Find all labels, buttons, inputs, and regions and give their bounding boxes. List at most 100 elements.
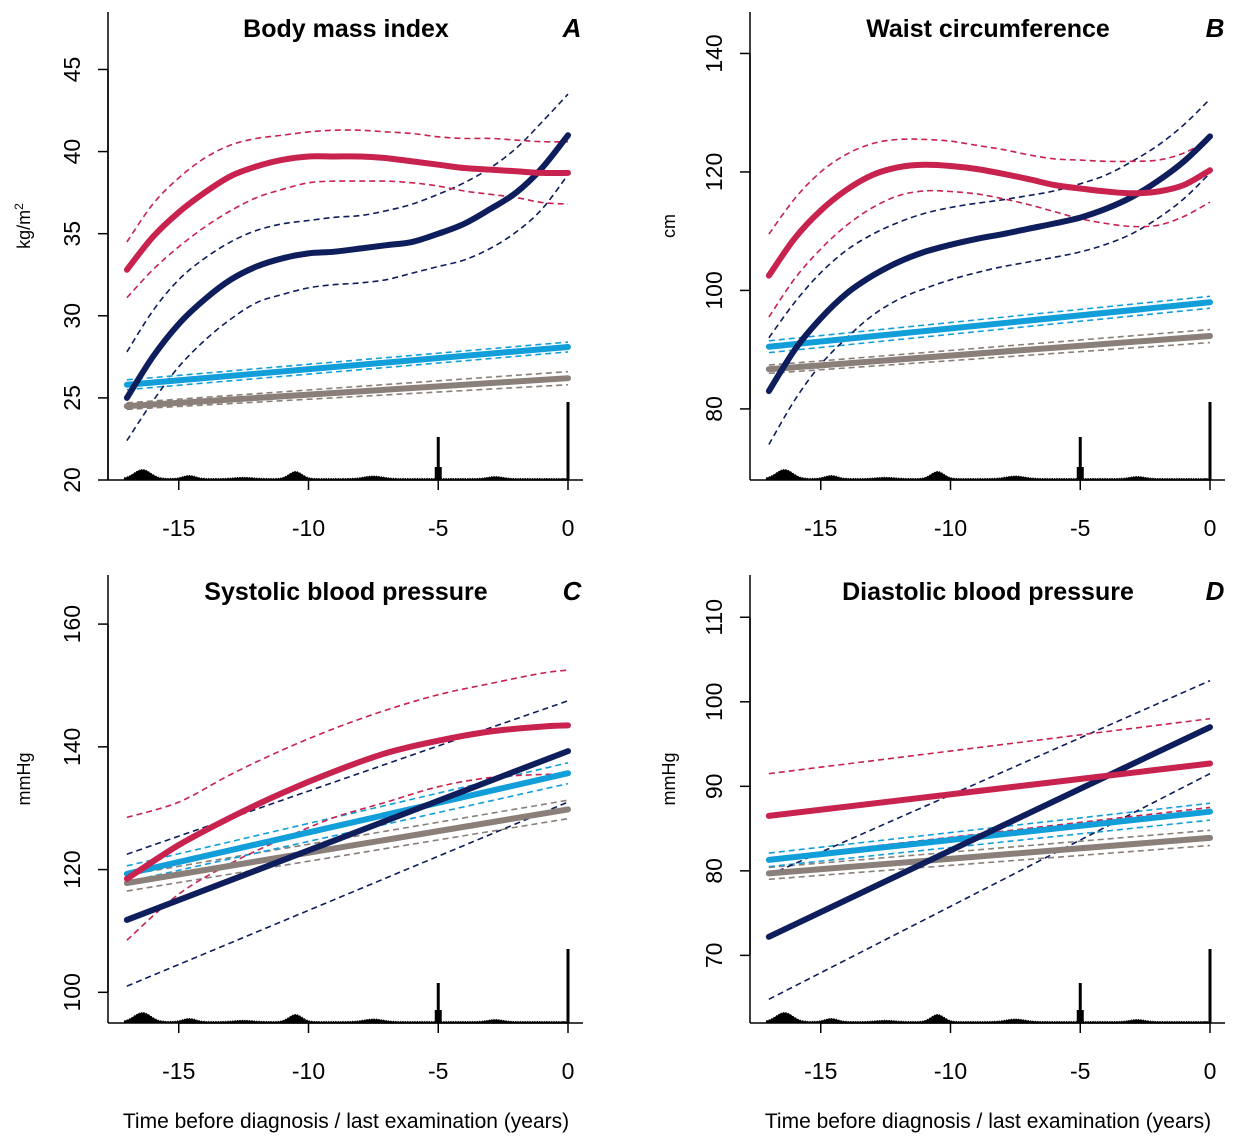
panel-a: 20 25 30 35 40 45 -15 -10 -5 0 Body mass index Akg/… [12, 12, 583, 541]
y-tick-label-a-20: 20 [59, 467, 85, 493]
mean-line-navy-a [123, 132, 571, 401]
ci-upper-pink-b [768, 138, 1211, 235]
mean-line-gray-c [123, 806, 571, 887]
exam-spike-minus5-base-d [1076, 1010, 1084, 1023]
ci-lower-navy-a [126, 174, 569, 442]
y-axis-label-a: kg/m2 [12, 203, 34, 249]
y-axis-label-superscript-a: 2 [12, 203, 26, 210]
x-tick-label-a--10: -10 [292, 515, 325, 541]
ci-lower-pink-b [768, 189, 1211, 318]
exam-spike-minus5-b [1078, 437, 1082, 480]
panel-letter-c: C [563, 576, 583, 606]
y-tick-label-d-70: 70 [701, 943, 727, 969]
y-tick-label-a-25: 25 [59, 385, 85, 411]
panel-letter-b: B [1206, 13, 1225, 43]
y-tick-label-a-30: 30 [59, 303, 85, 329]
panel-c: 100 120 140 160 -15 -10 -5 0 Systolic blood pres… [14, 575, 583, 1084]
exam-spike-minus5-base-b [1076, 467, 1084, 480]
mean-line-pink-c [123, 722, 571, 882]
x-tick-label-a--5: -5 [428, 515, 448, 541]
ci-upper-light-blue-c [126, 762, 569, 867]
ci-upper-light-blue-a [126, 341, 569, 381]
y-tick-label-b-80: 80 [701, 396, 727, 422]
ci-upper-pink-c [126, 669, 569, 819]
y-tick-label-a-40: 40 [59, 139, 85, 165]
ci-lower-gray-c [126, 817, 569, 892]
exam-timing-histogram-a [123, 468, 570, 481]
ci-upper-navy-c [126, 700, 569, 855]
exam-spike-minus5-base-c [434, 1010, 442, 1023]
mean-line-navy-d [765, 724, 1213, 940]
ci-lower-navy-d [768, 772, 1211, 1001]
ci-lower-navy-b [768, 172, 1211, 445]
mean-line-gray-d [765, 834, 1213, 877]
x-tick-label-d--5: -5 [1070, 1058, 1090, 1084]
x-tick-label-b--15: -15 [804, 515, 837, 541]
exam-spike-minus5-base-a [434, 467, 442, 480]
y-axis-label-b: cm [659, 214, 679, 238]
x-tick-label-b--10: -10 [934, 515, 967, 541]
ci-lower-light-blue-d [768, 819, 1211, 868]
panel-letter-a: A [562, 13, 582, 43]
y-axis-label-c: mmHg [14, 753, 34, 806]
y-tick-label-c-100: 100 [59, 973, 85, 1011]
exam-spike-zero-d [1208, 949, 1212, 1023]
y-tick-label-c-160: 160 [59, 605, 85, 643]
panel-b: 80 100 120 140 -15 -10 -5 0 Waist circumference B… [659, 12, 1225, 541]
exam-timing-histogram-c [123, 1011, 570, 1024]
panel-title-b: Waist circumference [866, 15, 1110, 43]
panel-d: 70 80 90 100 110 -15 -10 -5 0 Diastolic blood pre… [659, 575, 1225, 1084]
ci-upper-light-blue-d [768, 802, 1211, 854]
y-axis-label-d: mmHg [659, 753, 679, 806]
ci-lower-light-blue-a [126, 351, 569, 391]
ci-upper-light-blue-b [768, 295, 1211, 342]
x-tick-label-a--15: -15 [162, 515, 195, 541]
y-tick-label-b-140: 140 [701, 34, 727, 72]
y-tick-label-d-100: 100 [701, 683, 727, 721]
y-tick-label-d-80: 80 [701, 858, 727, 884]
ci-lower-gray-d [768, 844, 1211, 881]
ci-lower-gray-a [126, 383, 569, 411]
exam-spike-zero-b [1208, 402, 1212, 480]
mean-line-pink-a [123, 153, 571, 273]
ci-upper-navy-b [768, 98, 1211, 339]
y-axis-label-text-b: cm [659, 214, 679, 238]
y-tick-label-c-140: 140 [59, 728, 85, 766]
panel-title-c: Systolic blood pressure [204, 578, 488, 606]
x-tick-label-d--10: -10 [934, 1058, 967, 1084]
x-tick-label-d--15: -15 [804, 1058, 837, 1084]
x-tick-label-c-0: 0 [562, 1058, 575, 1084]
y-tick-label-d-90: 90 [701, 774, 727, 800]
ci-upper-navy-a [126, 93, 569, 353]
ci-upper-gray-b [768, 328, 1211, 366]
x-tick-label-a-0: 0 [562, 515, 575, 541]
x-tick-label-b--5: -5 [1070, 515, 1090, 541]
exam-spike-zero-c [566, 949, 570, 1023]
y-tick-label-d-110: 110 [701, 599, 727, 636]
ci-lower-pink-a [126, 180, 569, 299]
mean-line-gray-a [123, 375, 571, 410]
x-axis-label-right: Time before diagnosis / last examination… [765, 1110, 1211, 1133]
x-tick-label-c--15: -15 [162, 1058, 195, 1084]
exam-timing-histogram-b [765, 468, 1212, 481]
mean-line-pink-d [765, 760, 1213, 819]
y-tick-label-a-45: 45 [59, 57, 85, 83]
ci-lower-gray-b [768, 341, 1211, 375]
mean-line-light-blue-c [123, 770, 571, 877]
ci-upper-pink-d [768, 717, 1211, 775]
exam-spike-minus5-a [436, 437, 440, 480]
y-axis-label-text-d: mmHg [659, 753, 679, 806]
ci-upper-gray-d [768, 829, 1211, 869]
mean-line-light-blue-d [765, 808, 1213, 863]
mean-line-gray-b [765, 333, 1213, 373]
exam-spike-minus5-c [436, 983, 440, 1023]
y-tick-label-c-120: 120 [59, 850, 85, 888]
mean-line-light-blue-b [765, 299, 1213, 350]
panel-letter-d: D [1206, 576, 1225, 606]
ci-upper-navy-d [768, 679, 1211, 876]
x-tick-label-b-0: 0 [1204, 515, 1217, 541]
y-tick-label-b-120: 120 [701, 153, 727, 191]
x-tick-label-c--10: -10 [292, 1058, 325, 1084]
ci-upper-gray-a [126, 370, 569, 404]
